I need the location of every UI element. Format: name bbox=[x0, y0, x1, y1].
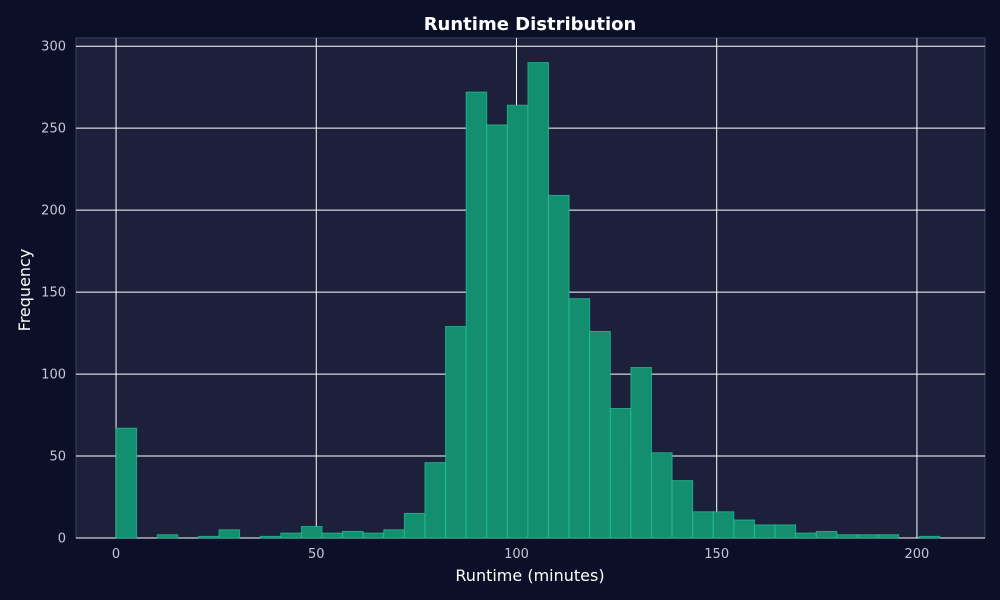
histogram-bar bbox=[280, 532, 302, 539]
tick-labels: 0 50 100 150 200 0 50 100 150 200 250 300 bbox=[41, 40, 929, 562]
chart-title: Runtime Distribution bbox=[424, 14, 637, 35]
histogram-bar bbox=[486, 124, 508, 539]
y-axis-label: Frequency bbox=[15, 249, 34, 332]
bars bbox=[115, 62, 941, 539]
x-tick-label: 100 bbox=[504, 547, 529, 562]
histogram-bar bbox=[836, 534, 858, 539]
histogram-bar bbox=[630, 367, 652, 539]
histogram-bar bbox=[712, 511, 735, 539]
histogram-bar bbox=[568, 298, 591, 539]
y-tick-label: 300 bbox=[41, 40, 66, 55]
histogram-bar bbox=[115, 427, 138, 539]
histogram-bar bbox=[403, 512, 426, 539]
histogram-bar bbox=[156, 534, 179, 539]
histogram-bar bbox=[506, 104, 529, 539]
histogram-bar bbox=[300, 526, 323, 539]
histogram-bar bbox=[774, 524, 797, 539]
histogram-bar bbox=[548, 194, 570, 539]
y-tick-label: 250 bbox=[41, 122, 66, 137]
histogram-bar bbox=[362, 532, 385, 539]
y-tick-label: 150 bbox=[41, 286, 66, 301]
x-tick-label: 0 bbox=[112, 547, 120, 562]
y-tick-label: 100 bbox=[41, 368, 66, 383]
histogram-bar bbox=[527, 62, 550, 539]
histogram-bar bbox=[795, 532, 817, 539]
histogram-bar bbox=[671, 480, 694, 539]
x-tick-label: 150 bbox=[704, 547, 729, 562]
histogram-bar bbox=[733, 519, 755, 539]
y-tick-label: 200 bbox=[41, 204, 66, 219]
histogram-bar bbox=[692, 511, 714, 539]
histogram-bar bbox=[342, 530, 364, 539]
histogram-bar bbox=[465, 91, 488, 539]
x-tick-label: 200 bbox=[905, 547, 930, 562]
histogram-bar bbox=[589, 330, 611, 539]
histogram-bar bbox=[650, 452, 673, 539]
histogram-bar bbox=[753, 524, 776, 539]
y-tick-label: 50 bbox=[49, 450, 66, 465]
histogram-bar bbox=[877, 534, 900, 539]
histogram-bar bbox=[918, 535, 941, 539]
histogram-bar bbox=[383, 529, 405, 539]
histogram-bar bbox=[321, 532, 344, 539]
histogram-bar bbox=[815, 530, 838, 539]
histogram-bar bbox=[197, 535, 220, 539]
histogram-bar bbox=[259, 535, 282, 539]
x-axis-label: Runtime (minutes) bbox=[455, 566, 604, 585]
histogram-bar bbox=[856, 534, 879, 539]
histogram-bar bbox=[424, 462, 447, 539]
histogram-bar bbox=[609, 407, 632, 539]
x-tick-label: 50 bbox=[308, 547, 325, 562]
y-tick-label: 0 bbox=[58, 532, 66, 547]
histogram-bar bbox=[445, 326, 467, 539]
histogram-bar bbox=[218, 529, 241, 539]
